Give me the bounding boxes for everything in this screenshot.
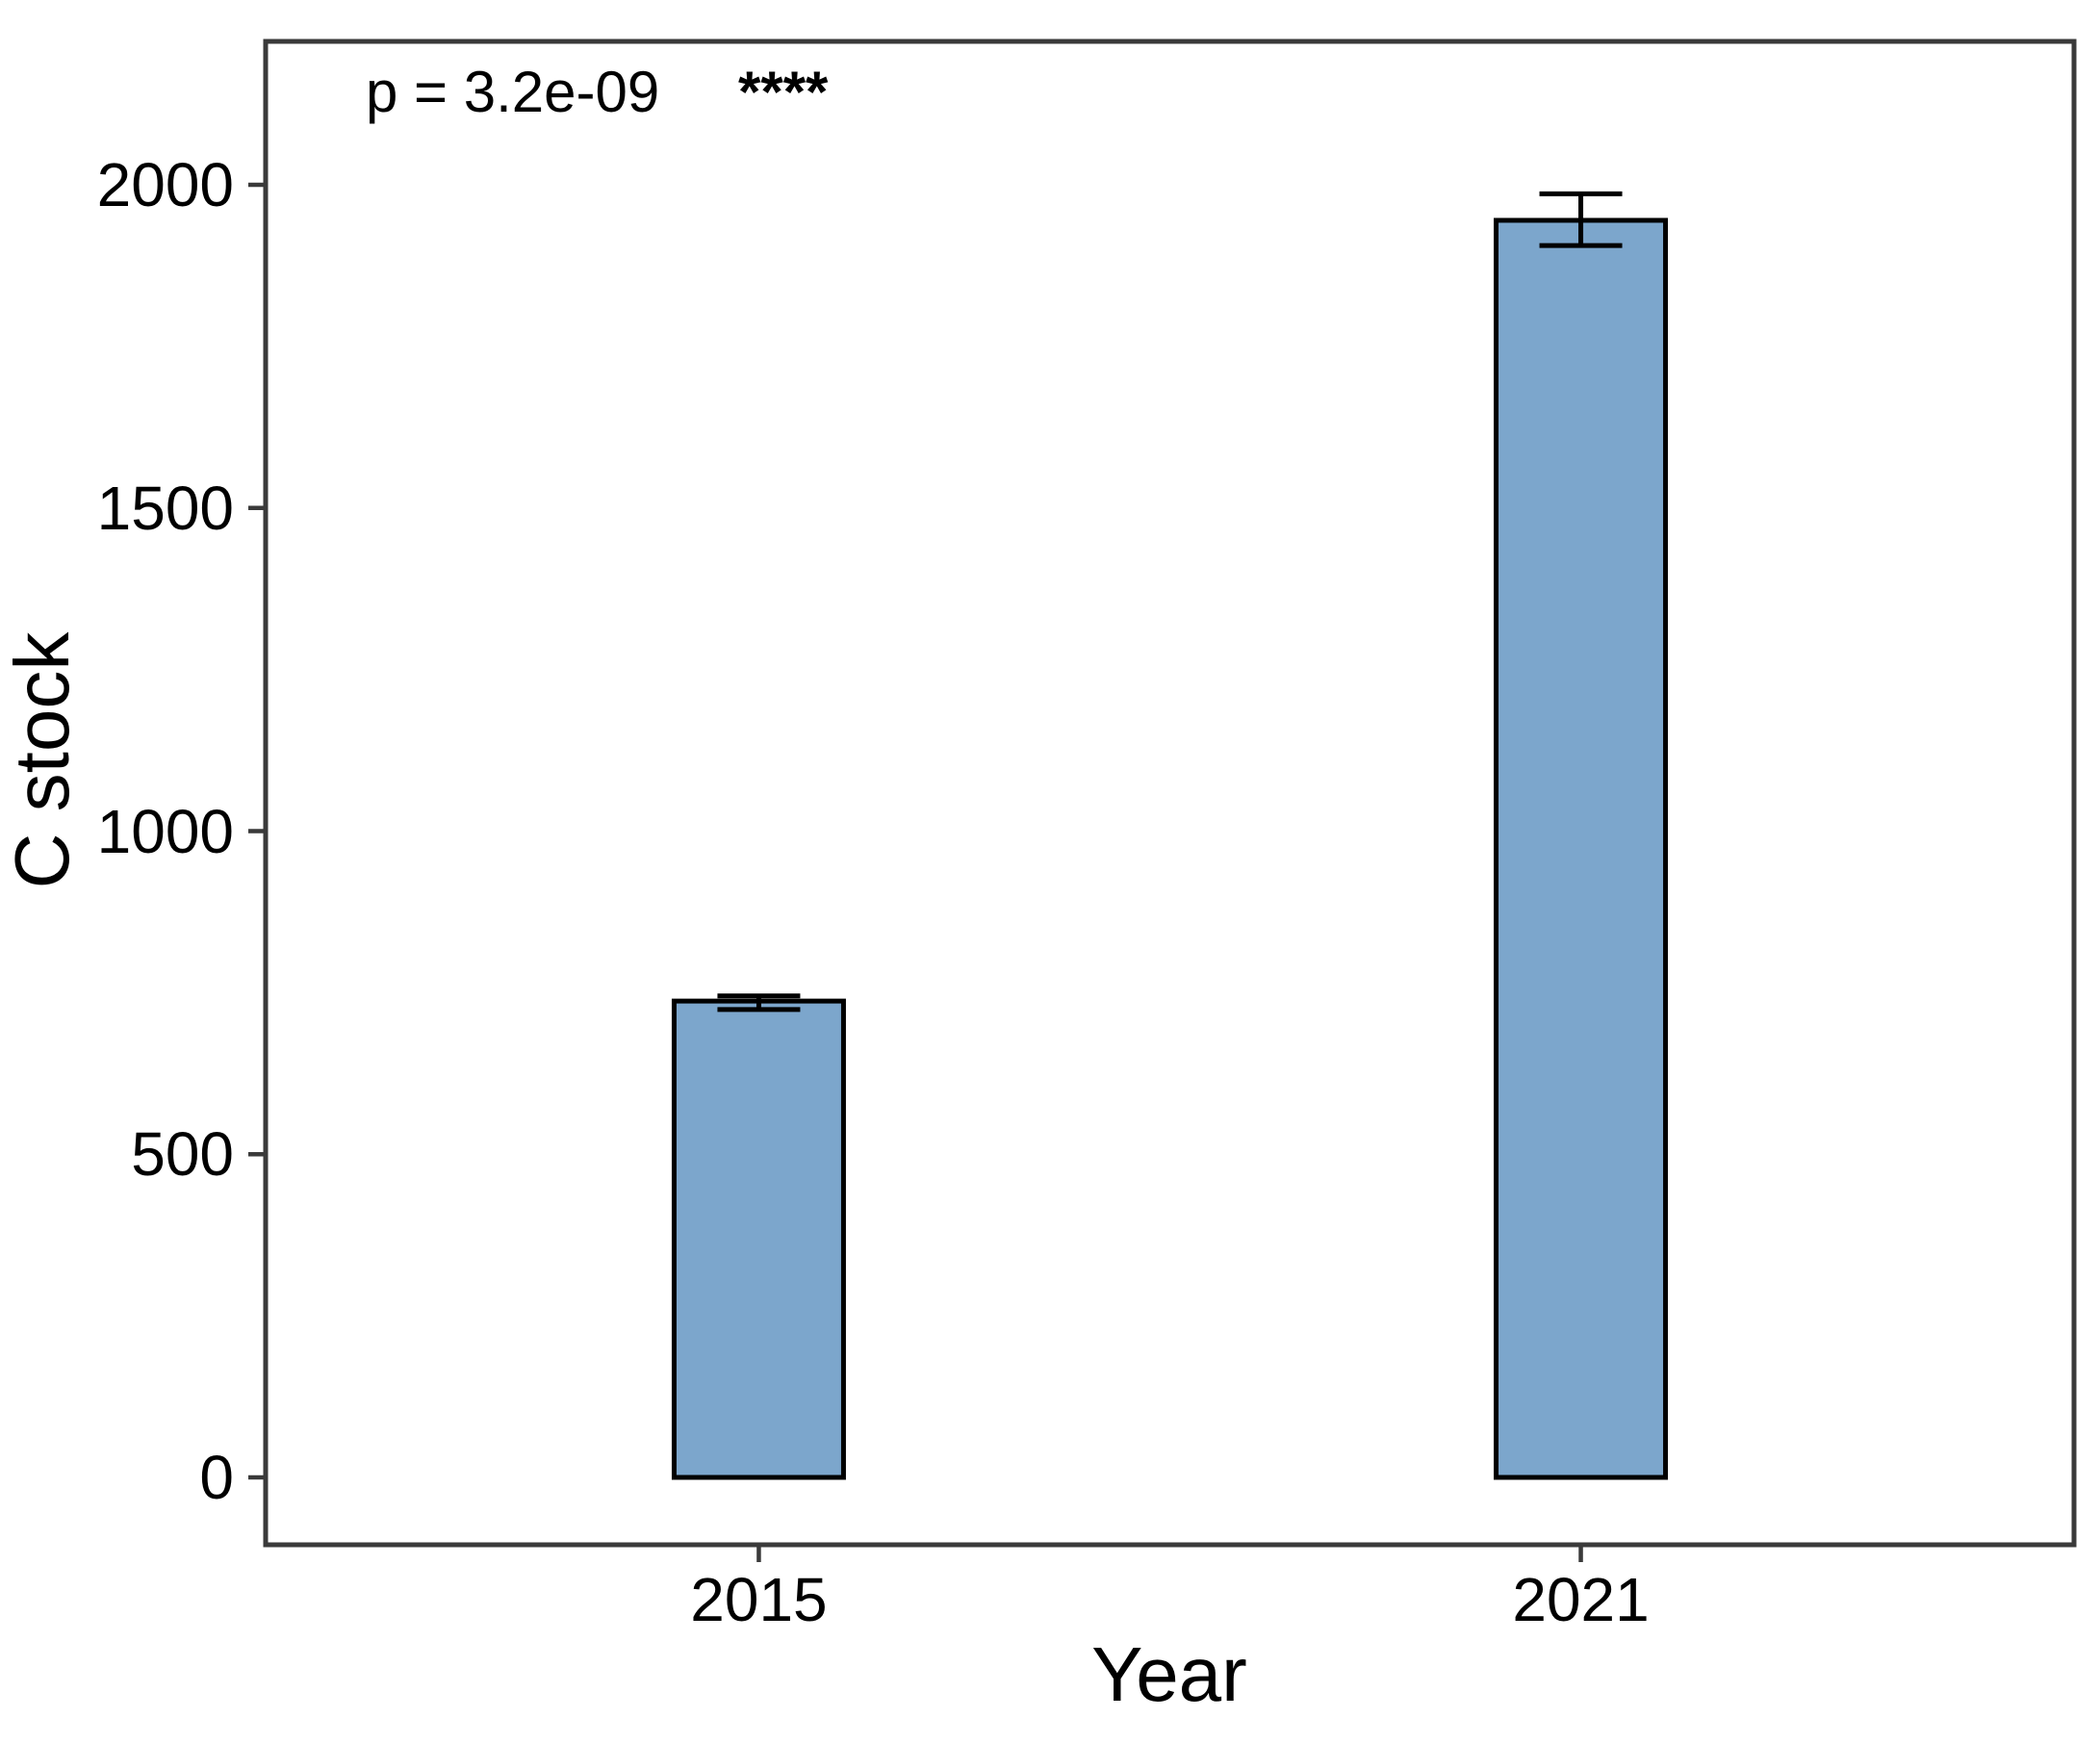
panel-border: [263, 38, 2077, 1548]
y-tick-label-0: 0: [199, 1443, 234, 1512]
x-tick-label-2021: 2021: [1512, 1565, 1650, 1634]
y-tick-label-1500: 1500: [96, 473, 234, 543]
bar-2015: [671, 998, 846, 1480]
significance-stars: ****: [738, 60, 829, 124]
x-tick-label-2015: 2015: [690, 1565, 828, 1634]
y-tick-label-500: 500: [131, 1119, 234, 1190]
y-axis-title: C stock: [0, 631, 85, 889]
y-tick-label-1000: 1000: [96, 796, 234, 866]
x-axis-title: Year: [1091, 1631, 1247, 1717]
bar-2021: [1494, 218, 1669, 1480]
p-value-label: p = 3.2e-09: [366, 60, 660, 124]
y-tick-label-2000: 2000: [96, 150, 234, 219]
